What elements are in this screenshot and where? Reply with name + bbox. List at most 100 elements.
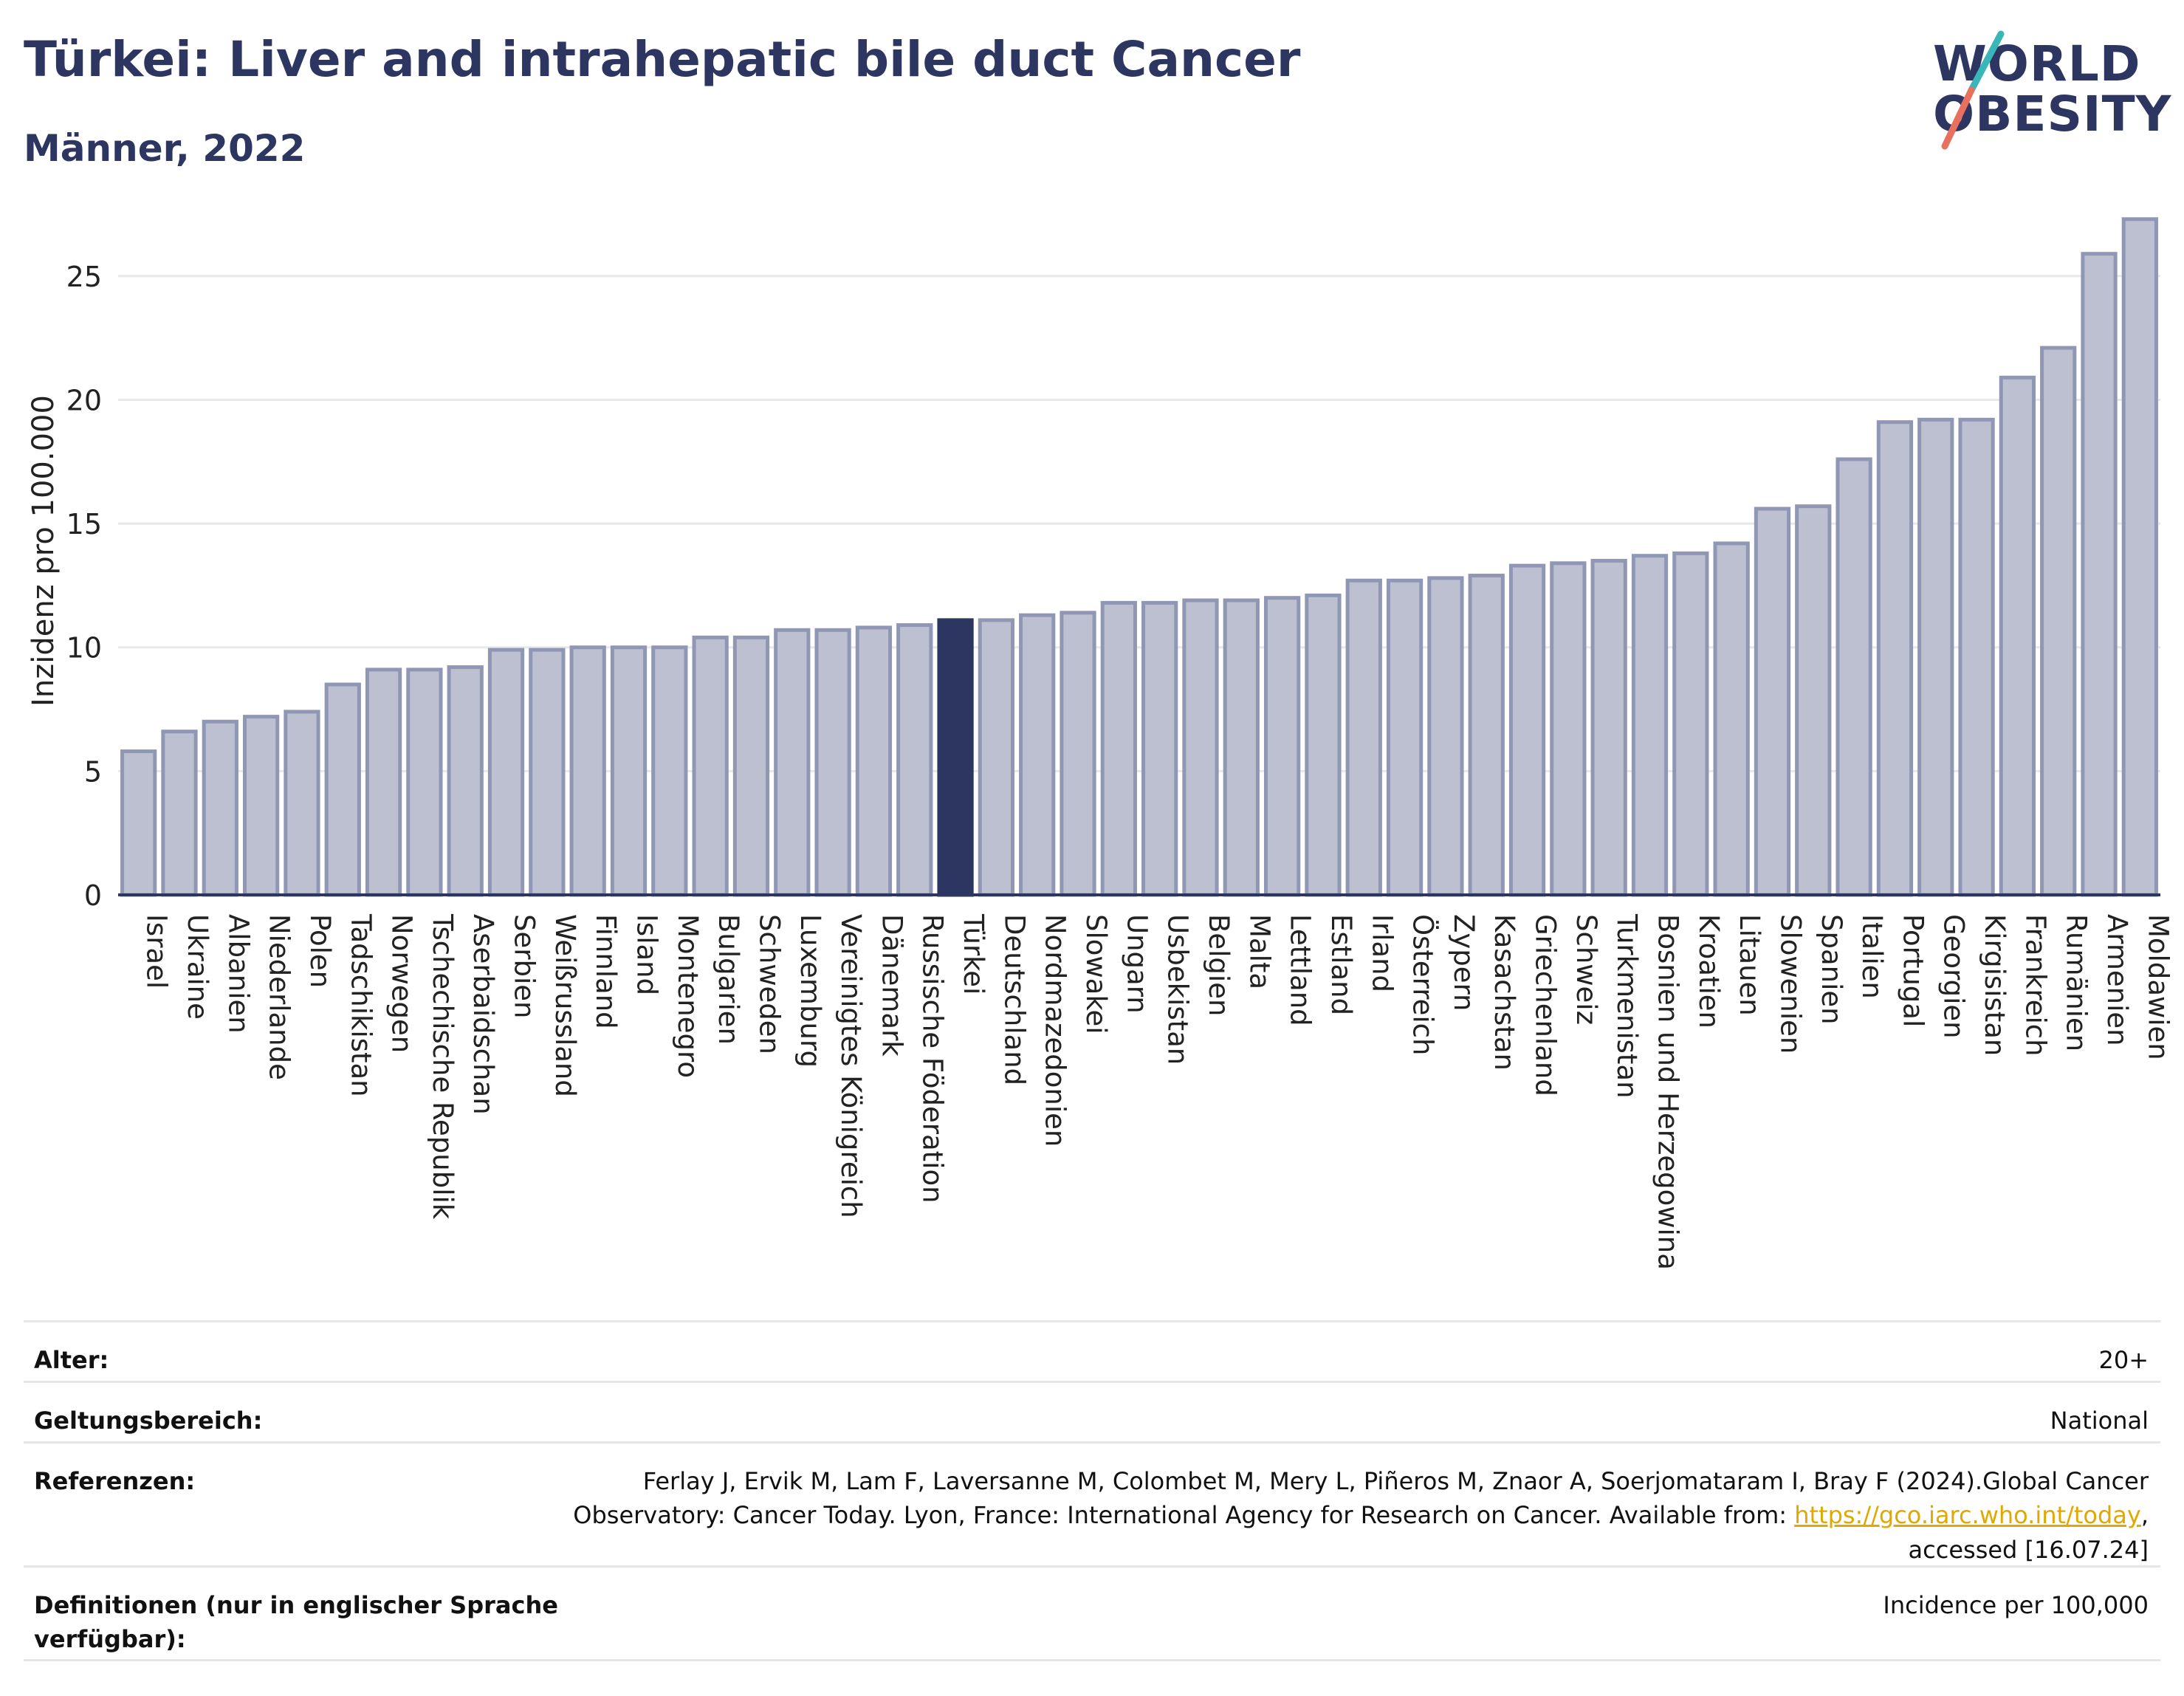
x-tick-label: Belgien bbox=[1203, 914, 1234, 1016]
world-obesity-logo: WORLD OBESITY bbox=[1920, 30, 2171, 155]
bar-highlight bbox=[937, 618, 974, 897]
x-tick-label: Zypern bbox=[1448, 914, 1480, 1012]
x-tick-label: Kasachstan bbox=[1488, 914, 1520, 1071]
x-tick-label: Tadschikistan bbox=[345, 913, 377, 1097]
x-tick-label: Estland bbox=[1325, 914, 1357, 1015]
bar bbox=[1060, 611, 1096, 897]
chart-subtitle: Männer, 2022 bbox=[24, 127, 306, 170]
bar bbox=[1182, 598, 1219, 897]
bar bbox=[978, 618, 1015, 897]
x-tick-label: Griechenland bbox=[1530, 914, 1562, 1096]
bar bbox=[1345, 578, 1382, 897]
reference-comma: , bbox=[2140, 1501, 2149, 1530]
x-tick-label: Litauen bbox=[1734, 914, 1765, 1016]
bar bbox=[1100, 600, 1137, 897]
x-tick-label: Albanien bbox=[222, 914, 254, 1034]
bar bbox=[242, 715, 280, 897]
x-tick-label: Bosnien und Herzegowina bbox=[1652, 914, 1684, 1270]
bar bbox=[324, 682, 361, 897]
y-tick-label: 20 bbox=[66, 384, 102, 416]
meta-key-age: Alter: bbox=[34, 1346, 109, 1374]
x-tick-label: Georgien bbox=[1938, 914, 1970, 1039]
bar bbox=[284, 710, 320, 897]
y-tick-label: 0 bbox=[84, 879, 102, 912]
x-tick-label: Schweden bbox=[753, 914, 785, 1054]
reference-line-3: accessed [16.07.24] bbox=[1908, 1535, 2149, 1564]
bar bbox=[487, 648, 525, 897]
meta-row-references: Referenzen: Ferlay J, Ervik M, Lam F, La… bbox=[24, 1441, 2160, 1566]
bar bbox=[692, 635, 729, 897]
bar bbox=[855, 625, 893, 897]
bar bbox=[569, 645, 606, 897]
x-tick-label: Österreich bbox=[1407, 914, 1439, 1055]
bar bbox=[1141, 600, 1178, 897]
reference-text: Observatory: Cancer Today. Lyon, France:… bbox=[573, 1501, 1795, 1530]
definitions-key-line-2: verfügbar): bbox=[34, 1625, 186, 1654]
reference-line-2: Observatory: Cancer Today. Lyon, France:… bbox=[573, 1498, 2149, 1532]
x-tick-label: Ungarn bbox=[1121, 914, 1153, 1014]
meta-value-scope: National bbox=[2050, 1407, 2149, 1435]
x-tick-label: Bulgarien bbox=[712, 914, 744, 1045]
x-tick-label: Tschechische Republik bbox=[427, 913, 459, 1220]
bar bbox=[814, 628, 851, 897]
x-tick-label: Spanien bbox=[1816, 914, 1847, 1025]
bar bbox=[1019, 613, 1056, 897]
y-tick-label: 5 bbox=[84, 755, 102, 788]
x-tick-label: Ukraine bbox=[182, 914, 213, 1020]
bar bbox=[1590, 558, 1627, 897]
bar bbox=[732, 635, 770, 897]
bar bbox=[2081, 252, 2118, 897]
bar bbox=[1631, 554, 1669, 897]
x-tick-label: Serbien bbox=[509, 914, 540, 1018]
bar bbox=[1917, 417, 1954, 897]
y-tick-label: 15 bbox=[66, 508, 102, 540]
bar bbox=[1836, 457, 1872, 897]
bar bbox=[1263, 596, 1301, 897]
x-tick-label: Turkmenistan bbox=[1611, 913, 1643, 1099]
x-tick-label: Island bbox=[631, 914, 663, 995]
bar bbox=[365, 667, 402, 897]
x-tick-label: Russische Föderation bbox=[917, 914, 949, 1204]
meta-row-age: Alter: 20+ bbox=[24, 1320, 2160, 1381]
bar bbox=[774, 628, 811, 897]
bar bbox=[1795, 504, 1832, 897]
x-tick-label: Frankreich bbox=[2019, 914, 2051, 1057]
bar bbox=[447, 665, 484, 897]
meta-key-scope: Geltungsbereich: bbox=[34, 1407, 263, 1435]
meta-value-references: Ferlay J, Ervik M, Lam F, Laversanne M, … bbox=[573, 1464, 2149, 1567]
x-tick-label: Slowakei bbox=[1080, 914, 1112, 1034]
x-tick-label: Slowenien bbox=[1774, 914, 1806, 1054]
bar bbox=[2121, 217, 2158, 897]
x-tick-label: Vereinigtes Königreich bbox=[835, 914, 867, 1218]
meta-row-definitions: Definitionen (nur in englischer Sprache … bbox=[24, 1565, 2160, 1661]
definitions-key-line-1: Definitionen (nur in englischer Sprache bbox=[34, 1591, 558, 1619]
x-tick-label: Rumänien bbox=[2061, 914, 2092, 1051]
bar bbox=[1427, 576, 1464, 897]
x-tick-label: Malta bbox=[1243, 914, 1275, 989]
reference-link[interactable]: https://gco.iarc.who.int/today bbox=[1794, 1501, 2141, 1530]
bar bbox=[202, 719, 238, 897]
bar bbox=[1876, 420, 1914, 897]
bar-chart: 0 5 10 15 20 25 Inzidenz pro 100.000 Israel Ukra… bbox=[27, 217, 2174, 1270]
bar bbox=[1754, 507, 1791, 897]
x-tick-label: Nordmazedonien bbox=[1040, 914, 1071, 1147]
bar bbox=[610, 645, 648, 897]
bar bbox=[1958, 417, 1995, 897]
bar bbox=[1386, 578, 1424, 897]
x-tick-label: Portugal bbox=[1897, 914, 1929, 1027]
x-tick-label: Deutschland bbox=[998, 914, 1030, 1085]
x-tick-label: Montenegro bbox=[672, 914, 704, 1078]
logo-slash-icon bbox=[1941, 30, 2005, 150]
bar bbox=[120, 749, 157, 897]
x-tick-label: Lettland bbox=[1285, 914, 1316, 1026]
meta-row-scope: Geltungsbereich: National bbox=[24, 1381, 2160, 1442]
logo-line-1: WORLD bbox=[1933, 35, 2141, 92]
bar bbox=[2040, 346, 2077, 897]
x-tick-label: Finnland bbox=[590, 914, 622, 1029]
x-tick-label: Armenien bbox=[2101, 914, 2133, 1046]
meta-value-definitions: Incidence per 100,000 bbox=[1883, 1591, 2149, 1619]
chart-title: Türkei: Liver and intrahepatic bile duct… bbox=[24, 31, 1301, 88]
x-tick-label: Weißrussland bbox=[549, 914, 581, 1097]
x-tick-label: Schweiz bbox=[1570, 914, 1602, 1025]
x-tick-label: Kirgisistan bbox=[1979, 914, 2010, 1056]
